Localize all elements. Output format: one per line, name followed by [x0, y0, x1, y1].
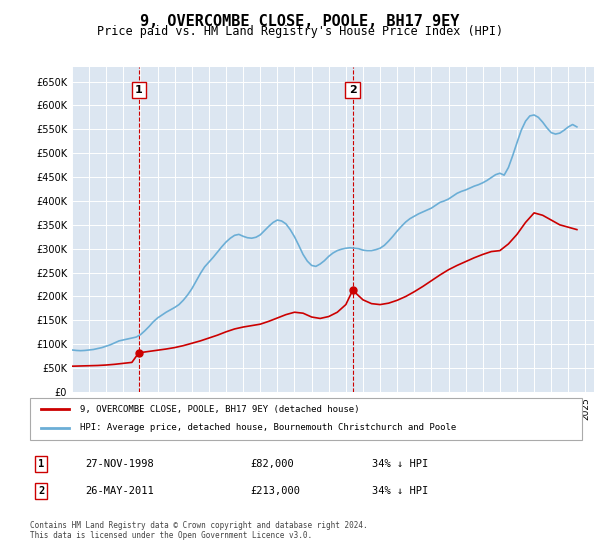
Text: 2: 2 [38, 486, 44, 496]
Text: HPI: Average price, detached house, Bournemouth Christchurch and Poole: HPI: Average price, detached house, Bour… [80, 423, 456, 432]
Text: 26-MAY-2011: 26-MAY-2011 [85, 486, 154, 496]
Text: Price paid vs. HM Land Registry's House Price Index (HPI): Price paid vs. HM Land Registry's House … [97, 25, 503, 38]
Text: 9, OVERCOMBE CLOSE, POOLE, BH17 9EY (detached house): 9, OVERCOMBE CLOSE, POOLE, BH17 9EY (det… [80, 405, 359, 414]
Text: 34% ↓ HPI: 34% ↓ HPI [372, 486, 428, 496]
Text: 27-NOV-1998: 27-NOV-1998 [85, 459, 154, 469]
Text: 1: 1 [38, 459, 44, 469]
Text: 1: 1 [135, 85, 143, 95]
Text: £213,000: £213,000 [251, 486, 301, 496]
Text: 2: 2 [349, 85, 356, 95]
Text: £82,000: £82,000 [251, 459, 295, 469]
Text: 9, OVERCOMBE CLOSE, POOLE, BH17 9EY: 9, OVERCOMBE CLOSE, POOLE, BH17 9EY [140, 14, 460, 29]
FancyBboxPatch shape [30, 398, 582, 440]
Text: 34% ↓ HPI: 34% ↓ HPI [372, 459, 428, 469]
Text: Contains HM Land Registry data © Crown copyright and database right 2024.
This d: Contains HM Land Registry data © Crown c… [30, 521, 368, 540]
